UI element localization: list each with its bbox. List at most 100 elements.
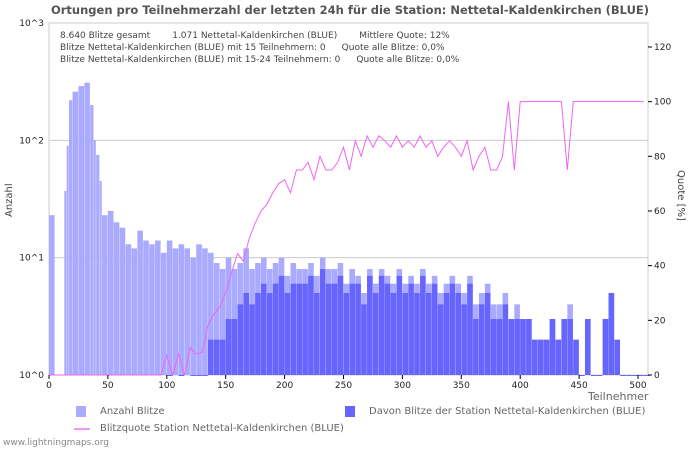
y-tick-label: 10^2 <box>19 136 44 146</box>
chart-title: Ortungen pro Teilnehmerzahl der letzten … <box>50 3 650 17</box>
info-line-1: 8.640 Blitze gesamt 1.071 Nettetal-Kalden… <box>60 31 450 41</box>
bar-station <box>579 375 585 376</box>
info-line-3: Blitze Nettetal-Kaldenkirchen (BLUE) mit… <box>60 55 459 65</box>
x-tick-label: 150 <box>217 381 234 391</box>
x-tick-label: 200 <box>276 381 293 391</box>
bar-station <box>473 319 479 375</box>
bar-station <box>296 283 302 375</box>
bar-anzahl <box>69 100 73 376</box>
bar-station <box>402 292 408 375</box>
y2-tick-label: 120 <box>654 43 671 53</box>
x-tick-label: 300 <box>394 381 411 391</box>
bar-anzahl <box>78 86 85 375</box>
bar-anzahl <box>107 210 114 375</box>
bar-station <box>555 339 562 375</box>
bar-station <box>308 275 314 375</box>
info-15-24: Blitze Nettetal-Kaldenkirchen (BLUE) mit… <box>60 55 341 65</box>
bar-anzahl <box>202 248 208 375</box>
bar-anzahl <box>93 140 96 375</box>
bar-anzahl <box>72 91 79 375</box>
bar-station <box>372 292 379 375</box>
legend-swatch-anzahl <box>76 406 86 417</box>
bar-anzahl <box>66 145 69 375</box>
info-station: 1.071 Nettetal-Kaldenkirchen (BLUE) <box>172 31 338 41</box>
bar-station <box>261 283 267 375</box>
bar-anzahl <box>219 269 226 375</box>
bar-station <box>243 292 249 375</box>
info-line-2: Blitze Nettetal-Kaldenkirchen (BLUE) mit… <box>60 43 445 53</box>
bar-station <box>396 275 403 375</box>
bar-station <box>537 339 544 375</box>
bar-station <box>343 292 350 375</box>
y2-tick-label: 60 <box>654 207 666 217</box>
bar-station <box>190 375 196 376</box>
bar-station <box>638 375 644 376</box>
info-15: Blitze Nettetal-Kaldenkirchen (BLUE) mit… <box>60 43 326 53</box>
bar-anzahl <box>166 240 173 375</box>
bar-station <box>461 304 467 375</box>
bar-station <box>331 283 338 375</box>
y2-tick-label: 0 <box>654 371 660 381</box>
x-tick-label: 350 <box>453 381 470 391</box>
bar-anzahl <box>155 240 161 375</box>
bar-station <box>455 292 461 375</box>
bar-station <box>314 292 320 375</box>
bar-station <box>584 319 591 375</box>
bar-station <box>626 375 632 376</box>
bar-station <box>249 304 255 375</box>
bar-anzahl <box>143 240 149 375</box>
bar-anzahl <box>190 257 196 375</box>
footer-link[interactable]: www.lightningmaps.org <box>3 438 109 448</box>
bar-station <box>361 304 367 375</box>
bar-station <box>337 275 344 375</box>
bar-station <box>213 339 220 375</box>
bar-station <box>543 339 550 375</box>
bar-anzahl <box>90 105 94 375</box>
bar-station <box>237 304 244 375</box>
bar-station <box>467 283 473 375</box>
info-15-24-quote: Quote alle Blitze: 0,0% <box>356 55 460 65</box>
x-tick-label: 500 <box>629 381 646 391</box>
y-tick-label: 10^0 <box>19 371 44 381</box>
bar-station <box>278 275 285 375</box>
bar-station <box>390 292 397 375</box>
info-15-quote: Quote alle Blitze: 0,0% <box>341 43 445 53</box>
bar-station <box>632 375 638 376</box>
bar-station <box>202 375 208 376</box>
bar-anzahl <box>119 227 126 375</box>
bar-station <box>272 283 279 375</box>
bar-station <box>520 319 526 375</box>
legend-swatch-station <box>345 406 355 417</box>
bar-station <box>590 375 597 376</box>
bar-station <box>502 304 509 375</box>
bar-anzahl <box>64 190 67 375</box>
bar-anzahl <box>208 252 214 375</box>
x-tick-label: 0 <box>46 381 52 391</box>
y2-axis-label: Quote [%] <box>675 170 686 221</box>
bar-station <box>231 319 238 375</box>
bar-station <box>561 319 568 375</box>
y2-tick-label: 20 <box>654 316 666 326</box>
bar-anzahl <box>213 263 220 375</box>
bar-station <box>449 283 456 375</box>
bar-station <box>355 283 361 375</box>
bar-anzahl <box>225 257 232 375</box>
quote-line <box>49 101 644 377</box>
x-axis-label: Teilnehmer <box>588 390 649 403</box>
legend-swatch-quote <box>74 428 90 430</box>
bar-station <box>325 283 332 375</box>
bar-station <box>420 275 426 375</box>
y2-tick-label: 80 <box>654 152 666 162</box>
bar-station <box>290 283 297 375</box>
bar-station <box>367 275 373 375</box>
bar-station <box>178 375 185 376</box>
bar-station <box>573 339 579 375</box>
x-tick-label: 450 <box>571 381 588 391</box>
x-tick-label: 100 <box>158 381 175 391</box>
legend-anzahl: Anzahl Blitze <box>100 406 165 417</box>
bar-station <box>614 339 621 375</box>
bar-station <box>284 292 291 375</box>
bar-station <box>319 269 326 375</box>
